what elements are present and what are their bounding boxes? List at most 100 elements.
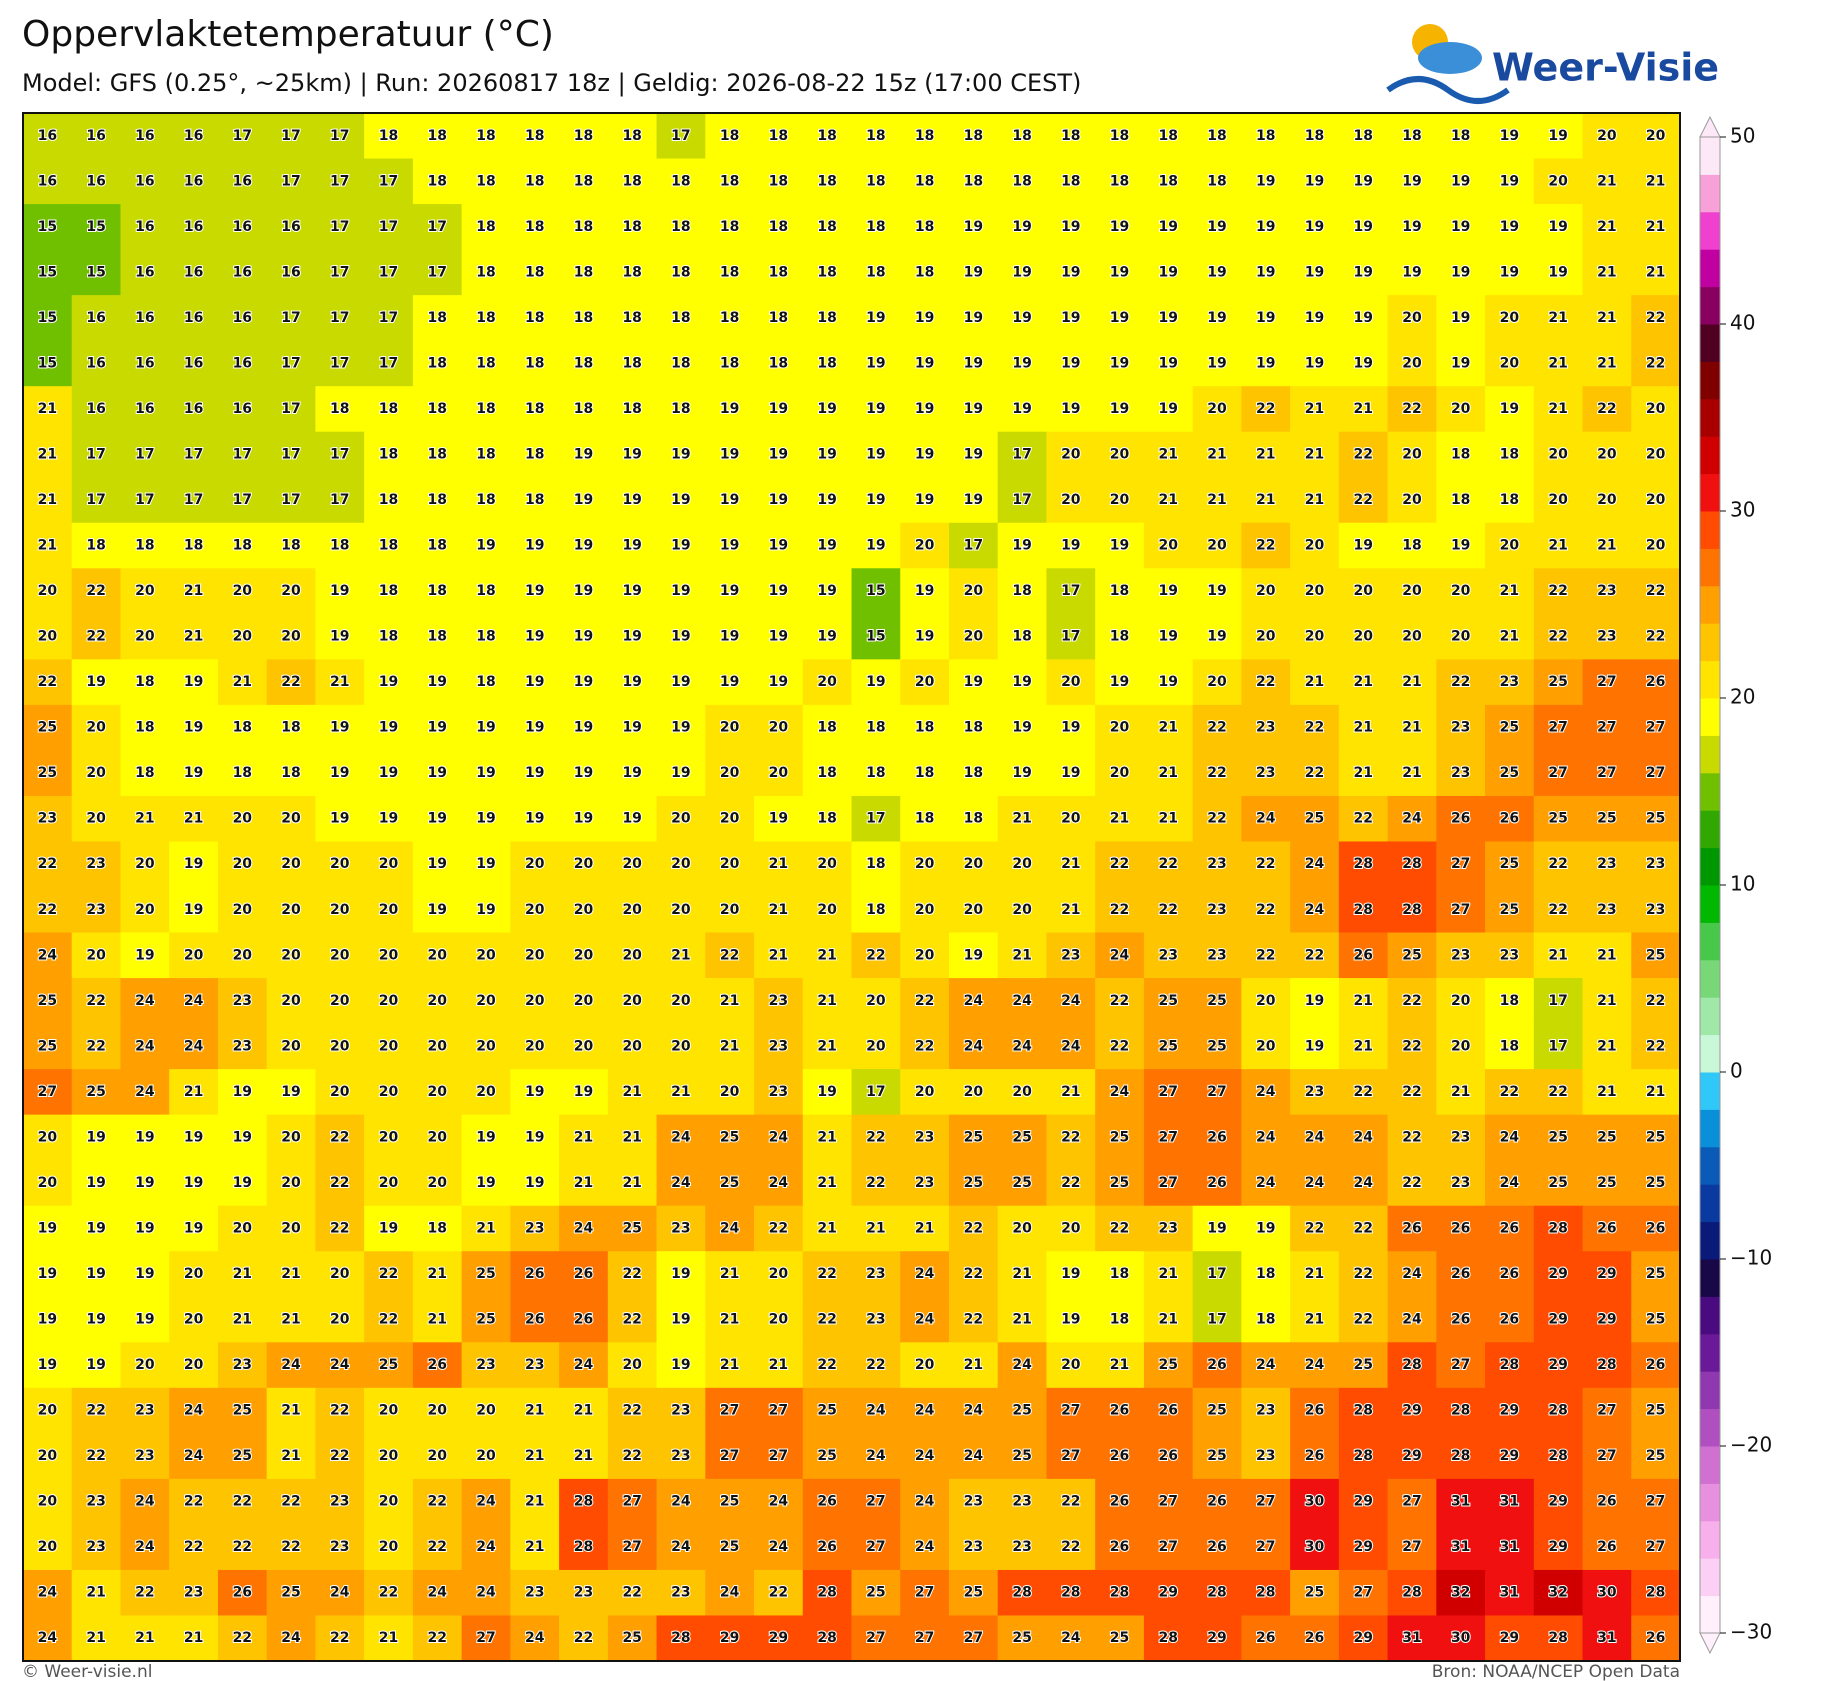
temp-value: 17 [330,264,349,280]
temp-cell [120,431,170,478]
temp-value: 18 [671,401,690,417]
temp-cell [1631,841,1681,888]
temp-value: 25 [1548,674,1567,690]
temp-cell [1192,158,1242,205]
temp-cell [169,477,219,524]
temp-value: 23 [1451,947,1470,963]
temp-cell [461,978,511,1025]
temp-value: 26 [1207,1175,1226,1191]
temp-value: 19 [1353,264,1372,280]
temp-value: 18 [525,401,544,417]
temp-value: 24 [720,1585,740,1601]
temp-value: 18 [428,401,447,417]
temp-value: 20 [622,856,642,872]
temp-cell [23,704,73,751]
temp-value: 30 [1305,1494,1325,1510]
temp-value: 25 [1500,720,1519,736]
temp-cell [1338,613,1389,660]
temp-value: 17 [281,310,300,326]
temp-value: 22 [1402,1175,1421,1191]
temp-value: 27 [1646,720,1665,736]
temp-value: 27 [769,1403,788,1419]
temp-cell [559,704,609,751]
temp-cell [23,386,73,433]
temp-value: 19 [1353,173,1372,189]
temp-cell [1631,431,1681,478]
temp-cell [607,704,658,751]
temp-value: 19 [525,538,544,554]
temp-cell [802,477,852,524]
temp-cell [1241,704,1291,751]
temp-value: 17 [866,1084,885,1100]
temp-value: 19 [1402,264,1421,280]
temp-value: 22 [1207,811,1226,827]
temp-cell [900,704,950,751]
temp-cell [1290,704,1340,751]
temp-cell [1485,249,1535,296]
temp-value: 19 [866,674,885,690]
temp-value: 21 [720,1038,739,1054]
temp-value: 22 [964,1266,983,1282]
temp-value: 20 [769,1312,789,1328]
temp-value: 17 [330,173,349,189]
temp-cell [315,613,365,660]
temp-value: 18 [574,355,593,371]
temp-value: 25 [720,1539,739,1555]
temp-value: 21 [1597,310,1616,326]
temp-value: 23 [964,1539,983,1555]
temp-cell [754,522,804,569]
temp-value: 26 [1159,1448,1178,1464]
temp-value: 18 [1110,583,1129,599]
temp-value: 28 [1256,1585,1275,1601]
temp-cell [1046,613,1096,660]
temp-value: 20 [428,993,448,1009]
temp-value: 28 [1061,1585,1080,1601]
temp-value: 19 [915,401,934,417]
temp-value: 23 [476,1357,495,1373]
temp-value: 21 [38,446,57,462]
temp-value: 17 [135,446,154,462]
temp-cell [997,386,1047,433]
temp-cell [315,841,365,888]
temp-cell [315,887,365,934]
temp-value: 23 [86,856,105,872]
temp-value: 22 [1451,674,1470,690]
temp-value: 18 [817,310,836,326]
temp-value: 23 [915,1129,934,1145]
temp-value: 20 [574,947,594,963]
temp-value: 18 [769,264,788,280]
temp-value: 23 [38,811,57,827]
temp-cell [607,887,658,934]
colorbar-bin [1700,922,1720,961]
temp-cell [412,431,463,478]
temp-value: 17 [281,173,300,189]
temp-cell [1485,841,1535,888]
temp-value: 23 [1646,856,1665,872]
colorbar-bin [1700,959,1720,998]
temp-value: 21 [1402,674,1421,690]
temp-value: 19 [135,1129,154,1145]
temp-cell [1143,386,1194,433]
temp-value: 19 [671,1266,690,1282]
temp-cell [1095,659,1145,706]
temp-value: 29 [1500,1630,1519,1646]
temp-value: 18 [574,310,593,326]
temp-value: 22 [1646,355,1665,371]
temp-cell [1241,887,1291,934]
temp-value: 20 [866,993,886,1009]
temp-cell [1241,613,1291,660]
temp-cell [1241,795,1291,842]
temp-value: 18 [525,219,544,235]
temp-cell [23,204,73,251]
temp-cell [1290,295,1340,342]
temp-cell [1338,568,1389,615]
temp-value: 27 [1402,1494,1421,1510]
temp-value: 24 [915,1539,935,1555]
temp-cell [997,887,1047,934]
temp-cell [851,978,901,1025]
temp-cell [169,386,219,433]
temp-value: 20 [184,1312,204,1328]
temp-value: 22 [964,1220,983,1236]
temp-cell [656,204,706,251]
temp-cell [1582,522,1632,569]
